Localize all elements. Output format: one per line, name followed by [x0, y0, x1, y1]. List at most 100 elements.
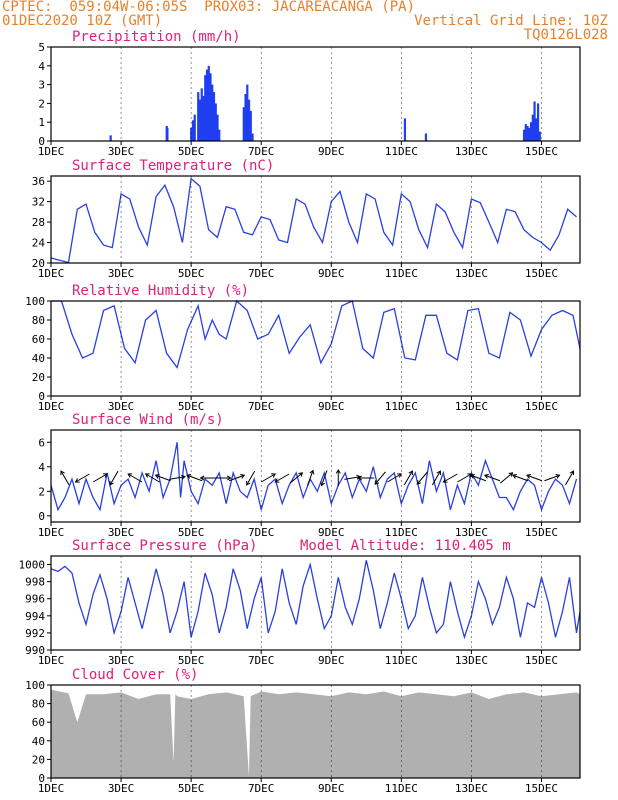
x-tick-label: 9DEC	[318, 654, 345, 667]
y-tick-label: 100	[25, 295, 45, 308]
panel-3: 0 2 4 6 1DEC 3DEC 5DEC 7DEC 9DEC 11DEC 13DEC 15DEC S…	[38, 412, 581, 539]
x-tick-label: 9DEC	[318, 145, 345, 158]
y-tick-label: 2	[38, 485, 45, 498]
panel-frame	[50, 429, 581, 523]
precip-bar	[531, 114, 534, 141]
precip-bar	[214, 103, 217, 141]
x-tick-label: 13DEC	[455, 526, 488, 539]
wind-arrow-head	[569, 470, 575, 476]
wind-arrow	[416, 471, 428, 485]
y-tick-label: 992	[25, 627, 45, 640]
wind-arrow-shaft	[565, 470, 574, 486]
wind-arrow	[144, 473, 160, 483]
precip-bar	[205, 69, 209, 141]
wind-arrow-head	[298, 472, 304, 477]
wind-arrow	[186, 474, 203, 482]
x-tick-label: 15DEC	[525, 526, 558, 539]
header-grid-line: Vertical Grid Line: 10Z	[414, 13, 608, 29]
wind-arrow	[469, 474, 487, 482]
x-tick-label: 1DEC	[38, 145, 65, 158]
precip-bar	[529, 122, 533, 141]
precip-bar	[190, 127, 193, 141]
y-tick-label: 40	[32, 352, 45, 365]
wind-arrow-head	[555, 474, 561, 479]
wind-arrow-shaft	[374, 471, 386, 485]
wind-arrow-head	[199, 475, 205, 481]
x-tick-label: 5DEC	[178, 782, 205, 795]
precip-bar	[538, 131, 541, 141]
precip-bar	[198, 99, 202, 141]
wind-arrow-head	[109, 480, 114, 486]
x-tick-label: 9DEC	[318, 400, 345, 413]
y-tick-label: 990	[25, 644, 45, 657]
x-tick-label: 13DEC	[455, 400, 488, 413]
wind-arrow-head	[483, 474, 489, 479]
precip-bar	[526, 125, 529, 141]
precip-bar	[216, 114, 219, 141]
y-tick-label: 4	[38, 461, 45, 474]
panel-frame	[50, 300, 581, 397]
x-tick-label: 11DEC	[385, 145, 418, 158]
wind-arrow	[431, 470, 441, 486]
wind-arrow-head	[154, 474, 160, 479]
wind-arrow-head	[416, 480, 422, 485]
x-tick-label: 3DEC	[108, 267, 135, 280]
wind-arrow-shaft	[261, 473, 276, 483]
wind-arrow	[154, 474, 171, 482]
x-tick-label: 1DEC	[38, 400, 65, 413]
panel-title: Cloud Cover (%)	[72, 667, 198, 683]
y-tick-label: 40	[32, 735, 45, 748]
wind-arrow	[127, 473, 143, 483]
wind-arrow-head	[102, 473, 108, 478]
wind-arrow-shaft	[484, 474, 501, 482]
wind-arrow-head	[512, 474, 517, 479]
wind-arrow-shaft	[416, 471, 428, 485]
panel-frame	[50, 46, 581, 142]
y-tick-label: 80	[32, 314, 45, 327]
wind-arrow-head	[335, 469, 341, 474]
header-model-code: TQ0126L028	[523, 27, 608, 43]
x-tick-label: 5DEC	[178, 145, 205, 158]
wind-arrow	[60, 470, 70, 486]
wind-arrow	[374, 471, 386, 485]
wind-arrow-shaft	[499, 472, 513, 484]
wind-arrow	[544, 474, 561, 482]
y-tick-label: 5	[38, 41, 45, 54]
precip-bar	[528, 127, 531, 141]
y-tick-label: 32	[32, 196, 45, 209]
precip-bar	[218, 129, 221, 141]
wind-arrow-head	[127, 473, 133, 478]
x-tick-label: 3DEC	[108, 654, 135, 667]
precip-bar	[251, 133, 254, 141]
precip-bar	[535, 118, 538, 141]
x-tick-label: 11DEC	[385, 654, 418, 667]
wind-arrow-shaft	[321, 470, 328, 486]
x-tick-label: 9DEC	[318, 267, 345, 280]
wind-arrow-shaft	[544, 474, 560, 482]
wind-arrow-shaft	[92, 473, 108, 483]
precip-bar	[200, 88, 203, 141]
wind-arrow-head	[526, 474, 531, 479]
precip-bar	[193, 114, 196, 141]
precip-bar	[247, 99, 251, 141]
wind-arrow-head	[144, 473, 150, 478]
y-tick-label: 24	[32, 237, 46, 250]
precip-bar	[524, 124, 527, 141]
wind-arrow	[335, 469, 341, 486]
x-tick-label: 7DEC	[248, 145, 275, 158]
precip-bar	[249, 110, 252, 141]
x-tick-label: 7DEC	[248, 267, 275, 280]
y-tick-label: 20	[32, 753, 45, 766]
wind-arrow	[246, 470, 256, 486]
panel-title: Surface Temperature (nC)	[72, 158, 274, 174]
y-tick-label: 28	[32, 216, 45, 229]
y-tick-label: 1000	[19, 559, 46, 572]
y-tick-label: 0	[38, 510, 45, 523]
wind-arrow-head	[309, 469, 315, 475]
panel-5: 0 20 40 60 80 100 1DEC 3DEC 5DEC 7DEC 9DEC 11DEC 13D…	[25, 667, 581, 795]
wind-arrow-head	[271, 473, 276, 478]
wind-arrow-shaft	[127, 473, 143, 483]
panel-frame	[50, 555, 581, 651]
precip-bar	[109, 135, 112, 141]
precip-bar	[536, 103, 540, 141]
